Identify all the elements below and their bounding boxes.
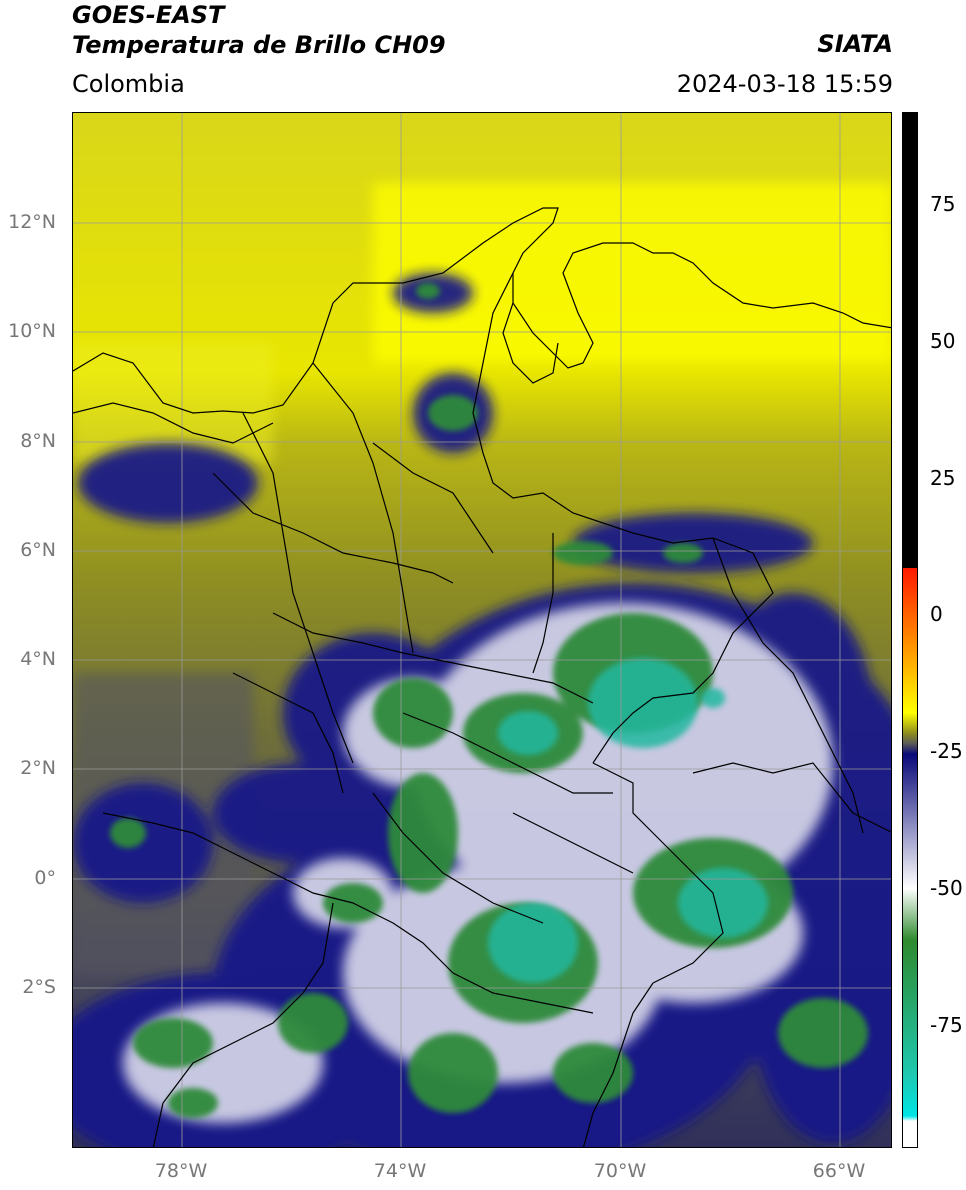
colorbar-label-minus25: -25 [930,739,963,763]
maracaibo-shore [502,302,559,384]
caribbean-coastline [73,207,891,414]
lat-tick-10n: 10°N [8,320,56,342]
colorbar-label-minus50: -50 [930,876,963,900]
lon-tick-70w: 70°W [593,1160,647,1182]
department-line-10 [532,533,554,674]
lon-tick-78w: 78°W [154,1160,208,1182]
department-line-2 [312,362,414,654]
department-line-6 [232,672,344,794]
lat-tick-0: 0° [34,867,56,889]
department-line-8 [512,812,634,874]
panama-border [73,402,274,444]
title-block: GOES-EAST Temperatura de Brillo CH09 [72,0,446,60]
lat-tick-12n: 12°N [8,211,56,233]
lat-tick-4n: 4°N [20,648,56,670]
title-line-1: GOES-EAST [72,1,225,29]
warm-field-west [73,343,273,463]
department-line-1 [242,412,354,764]
colorbar-label-0: 0 [930,602,943,626]
lon-tick-66w: 66°W [812,1160,866,1182]
datetime-label: 2024-03-18 15:59 [676,70,893,98]
teal-core-layer [488,658,768,983]
brazil-venezuela-line [692,762,891,833]
colorbar-label-50: 50 [930,329,956,353]
colombia-peru-border [582,982,654,1147]
ecuador-peru-border [152,902,334,1147]
map-svg [73,113,891,1147]
lat-tick-8n: 8°N [20,430,56,452]
title-line-2: Temperatura de Brillo CH09 [72,31,446,59]
colombia-venezuela-border [472,272,774,764]
department-line-3 [372,442,494,554]
satellite-map [72,112,892,1148]
colorbar-label-minus75: -75 [930,1013,963,1037]
lat-tick-6n: 6°N [20,539,56,561]
department-line-4 [212,472,454,584]
lat-tick-2s: 2°S [22,976,56,998]
department-line-7 [402,712,613,794]
lon-tick-74w: 74°W [373,1160,427,1182]
colorbar-label-75: 75 [930,192,956,216]
warm-field [373,183,891,363]
colorbar [902,112,918,1148]
organization-label: SIATA [817,30,893,58]
department-line-9 [372,792,544,924]
orinoco-line [712,537,864,834]
boundaries [73,207,891,1147]
region-label: Colombia [72,70,185,98]
department-line-5 [272,612,594,704]
colombia-brazil-border [592,762,724,984]
colorbar-label-25: 25 [930,466,956,490]
colombia-ecuador-border [102,812,594,1014]
lat-tick-2n: 2°N [20,757,56,779]
